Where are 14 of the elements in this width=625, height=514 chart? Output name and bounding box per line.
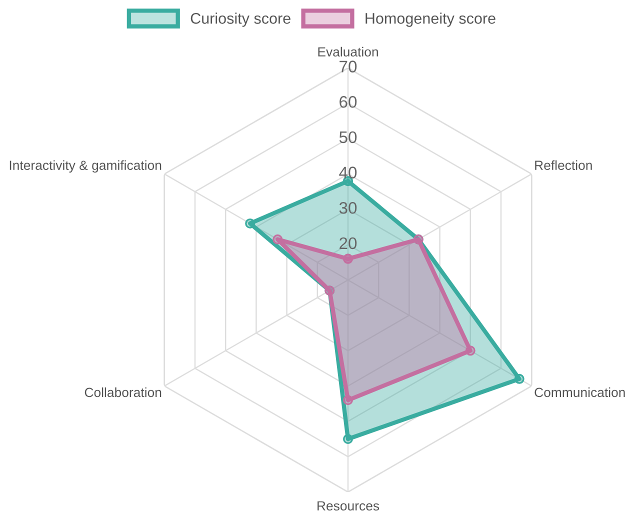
y-tick-label: 70 [340, 60, 357, 72]
spoke-label: Reflection [535, 160, 592, 170]
y-tick-label: 20 [340, 237, 357, 250]
legend-label: Curiosity score [190, 12, 290, 27]
spoke-label: Interactivity & gamification [10, 160, 162, 173]
spoke-label: Collaboration [84, 387, 162, 398]
y-tick-label: 30 [339, 202, 357, 214]
spoke-label: Communication [534, 387, 625, 398]
spoke-label: Evaluation [318, 46, 378, 57]
spoke-label: Resources [318, 501, 380, 511]
legend-label: Homogeneity score [366, 12, 496, 27]
y-tick-label: 50 [339, 131, 357, 144]
y-tick-label: 60 [340, 96, 357, 108]
y-tick-label: 40 [339, 166, 357, 178]
